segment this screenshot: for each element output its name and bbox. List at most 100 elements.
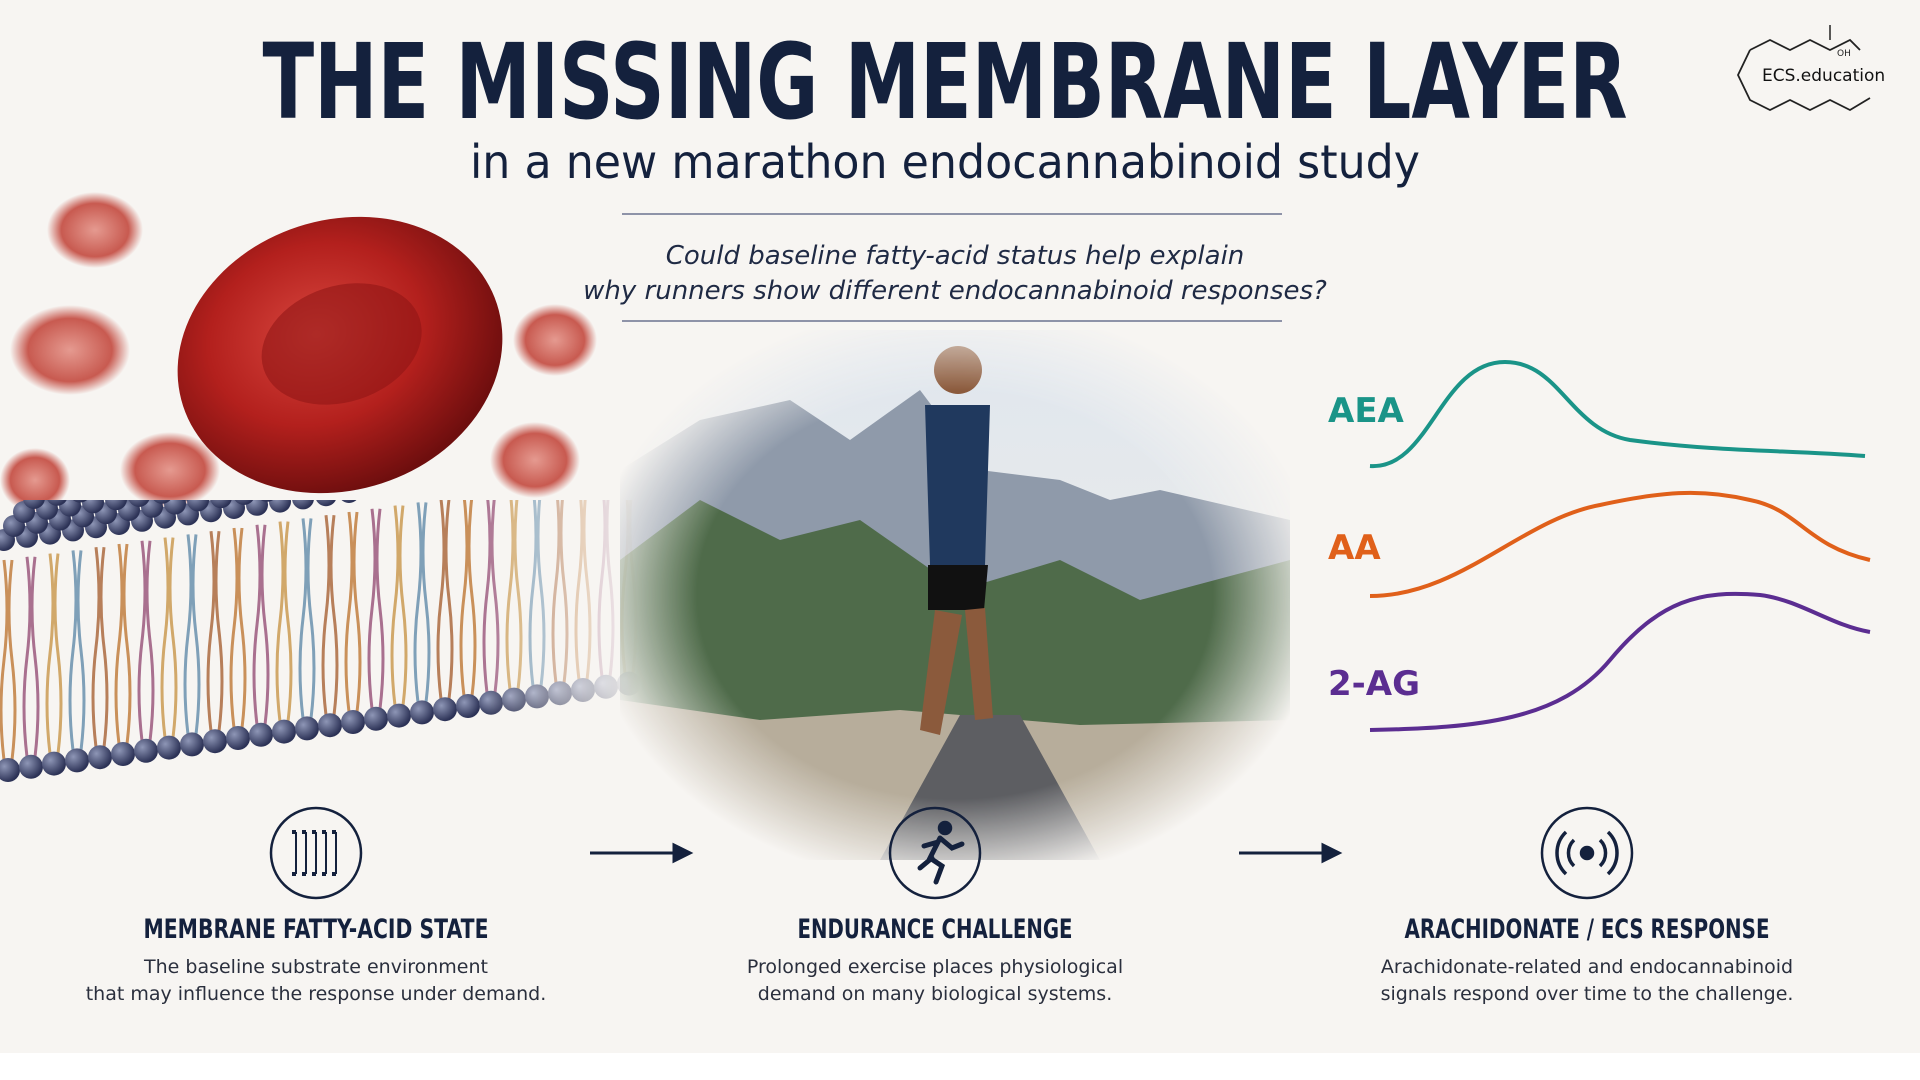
runner-legs bbox=[920, 608, 993, 735]
step-description: signals respond over time to the challen… bbox=[1381, 983, 1794, 1005]
road bbox=[880, 715, 1100, 860]
response-curves bbox=[1369, 359, 1871, 732]
lipid-tail bbox=[22, 556, 40, 757]
step-description: demand on many biological systems. bbox=[758, 983, 1112, 1005]
lipid-head bbox=[387, 703, 411, 728]
runner bbox=[920, 346, 993, 735]
lipid-tail bbox=[367, 508, 385, 709]
logo-molecule bbox=[1737, 38, 1871, 112]
step-icons bbox=[269, 806, 1634, 900]
blood-cell bbox=[47, 192, 143, 268]
lipid-tail bbox=[206, 531, 224, 732]
step-description: The baseline substrate environment bbox=[143, 956, 488, 978]
lipid-head bbox=[341, 710, 365, 734]
lipid-head bbox=[368, 439, 390, 461]
title: THE MISSING MEMBRANE LAYER bbox=[263, 21, 1628, 143]
lipid-tail bbox=[597, 476, 615, 677]
lipid-head bbox=[157, 735, 181, 760]
lipid-head bbox=[548, 681, 572, 706]
question-line: Could baseline fatty-acid status help ex… bbox=[666, 241, 1245, 271]
lipid-head bbox=[46, 483, 68, 506]
lipid-head bbox=[575, 410, 597, 433]
lipid-head bbox=[410, 700, 434, 725]
icon-circle bbox=[269, 806, 363, 900]
lipid-head bbox=[111, 742, 135, 766]
lipid-tail bbox=[160, 537, 178, 738]
lipid-head bbox=[23, 487, 45, 509]
lipid-head bbox=[479, 690, 503, 715]
lipid-tail bbox=[229, 527, 247, 729]
blood-cells bbox=[0, 192, 597, 512]
lipid-head bbox=[226, 726, 250, 750]
bottom-strip bbox=[0, 1053, 1920, 1080]
lipid-tail bbox=[413, 502, 431, 703]
main-blood-cell bbox=[177, 216, 503, 494]
lipid-head bbox=[249, 722, 273, 747]
logo-group: OH bbox=[1837, 49, 1851, 59]
lipid-tail bbox=[45, 553, 63, 754]
flow-arrows bbox=[590, 842, 1343, 864]
lipid-head bbox=[92, 477, 114, 500]
arrow-head bbox=[1321, 842, 1343, 864]
curve-label: AEA bbox=[1328, 391, 1405, 431]
lipid-head bbox=[318, 713, 342, 738]
lipid-head bbox=[69, 480, 91, 503]
lipid-tail bbox=[252, 524, 270, 725]
lipid-tail bbox=[344, 511, 362, 713]
question-line: why runners show different endocannabino… bbox=[583, 276, 1327, 306]
lipid-head bbox=[230, 458, 252, 481]
lipid-head bbox=[161, 467, 183, 490]
lipid-tail bbox=[91, 547, 109, 748]
lipid-head bbox=[0, 758, 20, 782]
curve-label: 2-AG bbox=[1328, 664, 1420, 704]
curve-label: AA bbox=[1328, 528, 1381, 568]
subtitle: in a new marathon endocannabinoid study bbox=[470, 135, 1420, 189]
lipid-head bbox=[65, 748, 89, 773]
lipid-head bbox=[88, 745, 112, 770]
lipid-tail bbox=[528, 486, 546, 687]
lipid-tail bbox=[275, 521, 293, 722]
lipid-tail bbox=[298, 518, 316, 719]
lipid-head bbox=[529, 416, 551, 439]
step-title: ARACHIDONATE / ECS RESPONSE bbox=[1405, 914, 1770, 945]
lipid-tail bbox=[482, 492, 500, 693]
logo: OH ECS.education bbox=[1737, 25, 1885, 112]
lipid-head bbox=[299, 448, 321, 471]
lipid-head bbox=[433, 697, 457, 722]
lipid-head bbox=[207, 461, 229, 484]
lipid-head bbox=[460, 426, 482, 449]
lipid-head bbox=[322, 445, 344, 468]
lipid-tail bbox=[390, 505, 408, 706]
lipid-tail bbox=[321, 515, 339, 716]
step-title: ENDURANCE CHALLENGE bbox=[798, 914, 1073, 945]
step-title: MEMBRANE FATTY-ACID STATE bbox=[144, 914, 489, 945]
lipid-head bbox=[506, 419, 528, 442]
lipid-head bbox=[345, 442, 367, 465]
lipid-head bbox=[414, 432, 436, 455]
lipid-head bbox=[42, 751, 66, 776]
lipid-head bbox=[115, 474, 137, 497]
lipid-head bbox=[19, 754, 43, 779]
lipid-tail bbox=[505, 489, 523, 690]
lipid-head bbox=[180, 732, 204, 757]
lipid-head bbox=[456, 694, 480, 718]
icon-circle bbox=[888, 806, 982, 900]
lipid-head bbox=[272, 719, 296, 744]
curve-2ag bbox=[1369, 591, 1871, 732]
icon-runner bbox=[917, 835, 965, 885]
lipid-head bbox=[364, 706, 388, 731]
lipid-tail bbox=[0, 559, 17, 761]
lipid-head bbox=[598, 407, 620, 429]
blood-cell bbox=[10, 305, 130, 395]
curve-aa bbox=[1369, 490, 1871, 598]
runner-head bbox=[934, 346, 982, 394]
lipid-tail bbox=[574, 479, 592, 681]
runner-shorts bbox=[928, 565, 988, 610]
lipid-tail bbox=[436, 499, 454, 700]
lipid-tail bbox=[459, 495, 477, 697]
cell-dimple bbox=[261, 283, 422, 405]
icon-signal-center bbox=[1579, 845, 1595, 861]
lipid-head bbox=[276, 451, 298, 474]
arrow-head bbox=[672, 842, 694, 864]
